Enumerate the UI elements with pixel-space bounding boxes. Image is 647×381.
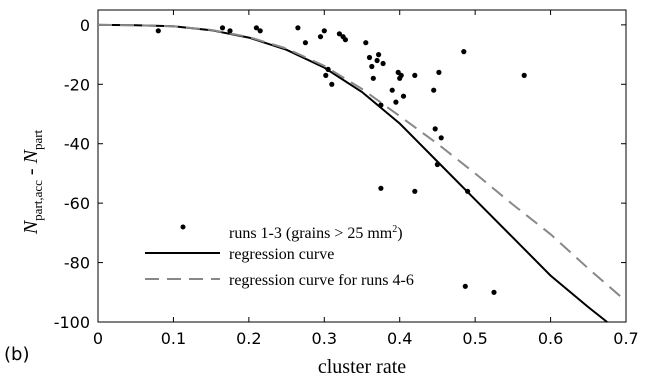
data-point xyxy=(400,93,407,99)
legend: runs 1-3 (grains > 25 mm2) regression cu… xyxy=(145,224,414,289)
data-point xyxy=(257,28,263,34)
y-tick-group: 0 -20 -40 -60 -80 -100 xyxy=(54,16,626,332)
y-tick-label: -60 xyxy=(64,194,90,213)
data-point xyxy=(465,188,471,194)
data-point xyxy=(491,289,497,295)
y-tick-label: -100 xyxy=(54,313,90,332)
x-tick-label: 0.3 xyxy=(312,329,337,348)
data-point xyxy=(374,57,380,64)
x-tick-label: 0.7 xyxy=(613,329,638,348)
data-point xyxy=(370,75,376,81)
data-point xyxy=(363,40,369,46)
y-axis-title: Npart,acc - Npart xyxy=(20,129,45,235)
data-point xyxy=(398,72,404,78)
regression-curve-runs-4-6 xyxy=(97,23,627,302)
data-point xyxy=(329,81,335,87)
plot-area: 0 0.1 0.2 0.3 0.4 0.5 0.6 0.7 0 -20 -40 -60 -80 -100… xyxy=(54,9,639,348)
legend-point-marker xyxy=(180,224,186,230)
data-point xyxy=(302,40,308,46)
panel-label: (b) xyxy=(4,344,29,365)
x-tick-label: 0.4 xyxy=(387,329,412,348)
data-point xyxy=(438,135,444,141)
data-point xyxy=(325,66,331,72)
legend-curve2-label: regression curve for runs 4-6 xyxy=(229,272,414,289)
data-point xyxy=(317,34,324,40)
data-point xyxy=(253,25,259,31)
data-point xyxy=(323,72,329,78)
data-point xyxy=(393,99,399,105)
x-tick-group: 0 0.1 0.2 0.3 0.4 0.5 0.6 0.7 xyxy=(93,10,639,348)
point-group xyxy=(155,25,527,295)
data-point xyxy=(369,63,375,70)
data-point xyxy=(461,49,467,55)
data-point xyxy=(412,188,418,194)
data-point xyxy=(436,69,442,75)
legend-points-label: runs 1-3 (grains > 25 mm2) xyxy=(229,224,403,242)
y-tick-label: -80 xyxy=(64,254,90,273)
legend-curve-label: regression curve xyxy=(229,246,334,263)
data-point xyxy=(434,161,440,168)
data-point xyxy=(378,185,384,191)
x-tick-label: 0.5 xyxy=(462,329,487,348)
curve-group xyxy=(97,23,627,323)
data-point xyxy=(432,126,438,132)
data-point xyxy=(342,37,348,43)
x-tick-label: 0.6 xyxy=(538,329,563,348)
x-tick-label: 0.2 xyxy=(236,329,261,348)
data-point xyxy=(295,25,301,31)
data-point xyxy=(321,28,327,34)
data-point xyxy=(431,87,437,93)
y-tick-label: 0 xyxy=(80,16,90,35)
y-tick-label: -40 xyxy=(64,135,90,154)
plot-frame xyxy=(97,9,627,323)
data-point xyxy=(412,72,418,78)
data-point xyxy=(380,60,386,67)
x-tick-label: 0.1 xyxy=(161,329,186,348)
data-point xyxy=(378,102,384,108)
data-point xyxy=(389,87,395,93)
data-point xyxy=(227,28,233,34)
data-point xyxy=(155,28,161,34)
x-axis-title: cluster rate xyxy=(318,356,406,378)
data-point xyxy=(462,283,468,289)
x-tick-label: 0 xyxy=(93,329,103,348)
data-point xyxy=(366,54,373,61)
data-point xyxy=(521,72,527,78)
data-point xyxy=(219,25,226,31)
data-point xyxy=(336,31,342,37)
data-point xyxy=(376,52,382,58)
y-tick-label: -20 xyxy=(64,75,90,94)
